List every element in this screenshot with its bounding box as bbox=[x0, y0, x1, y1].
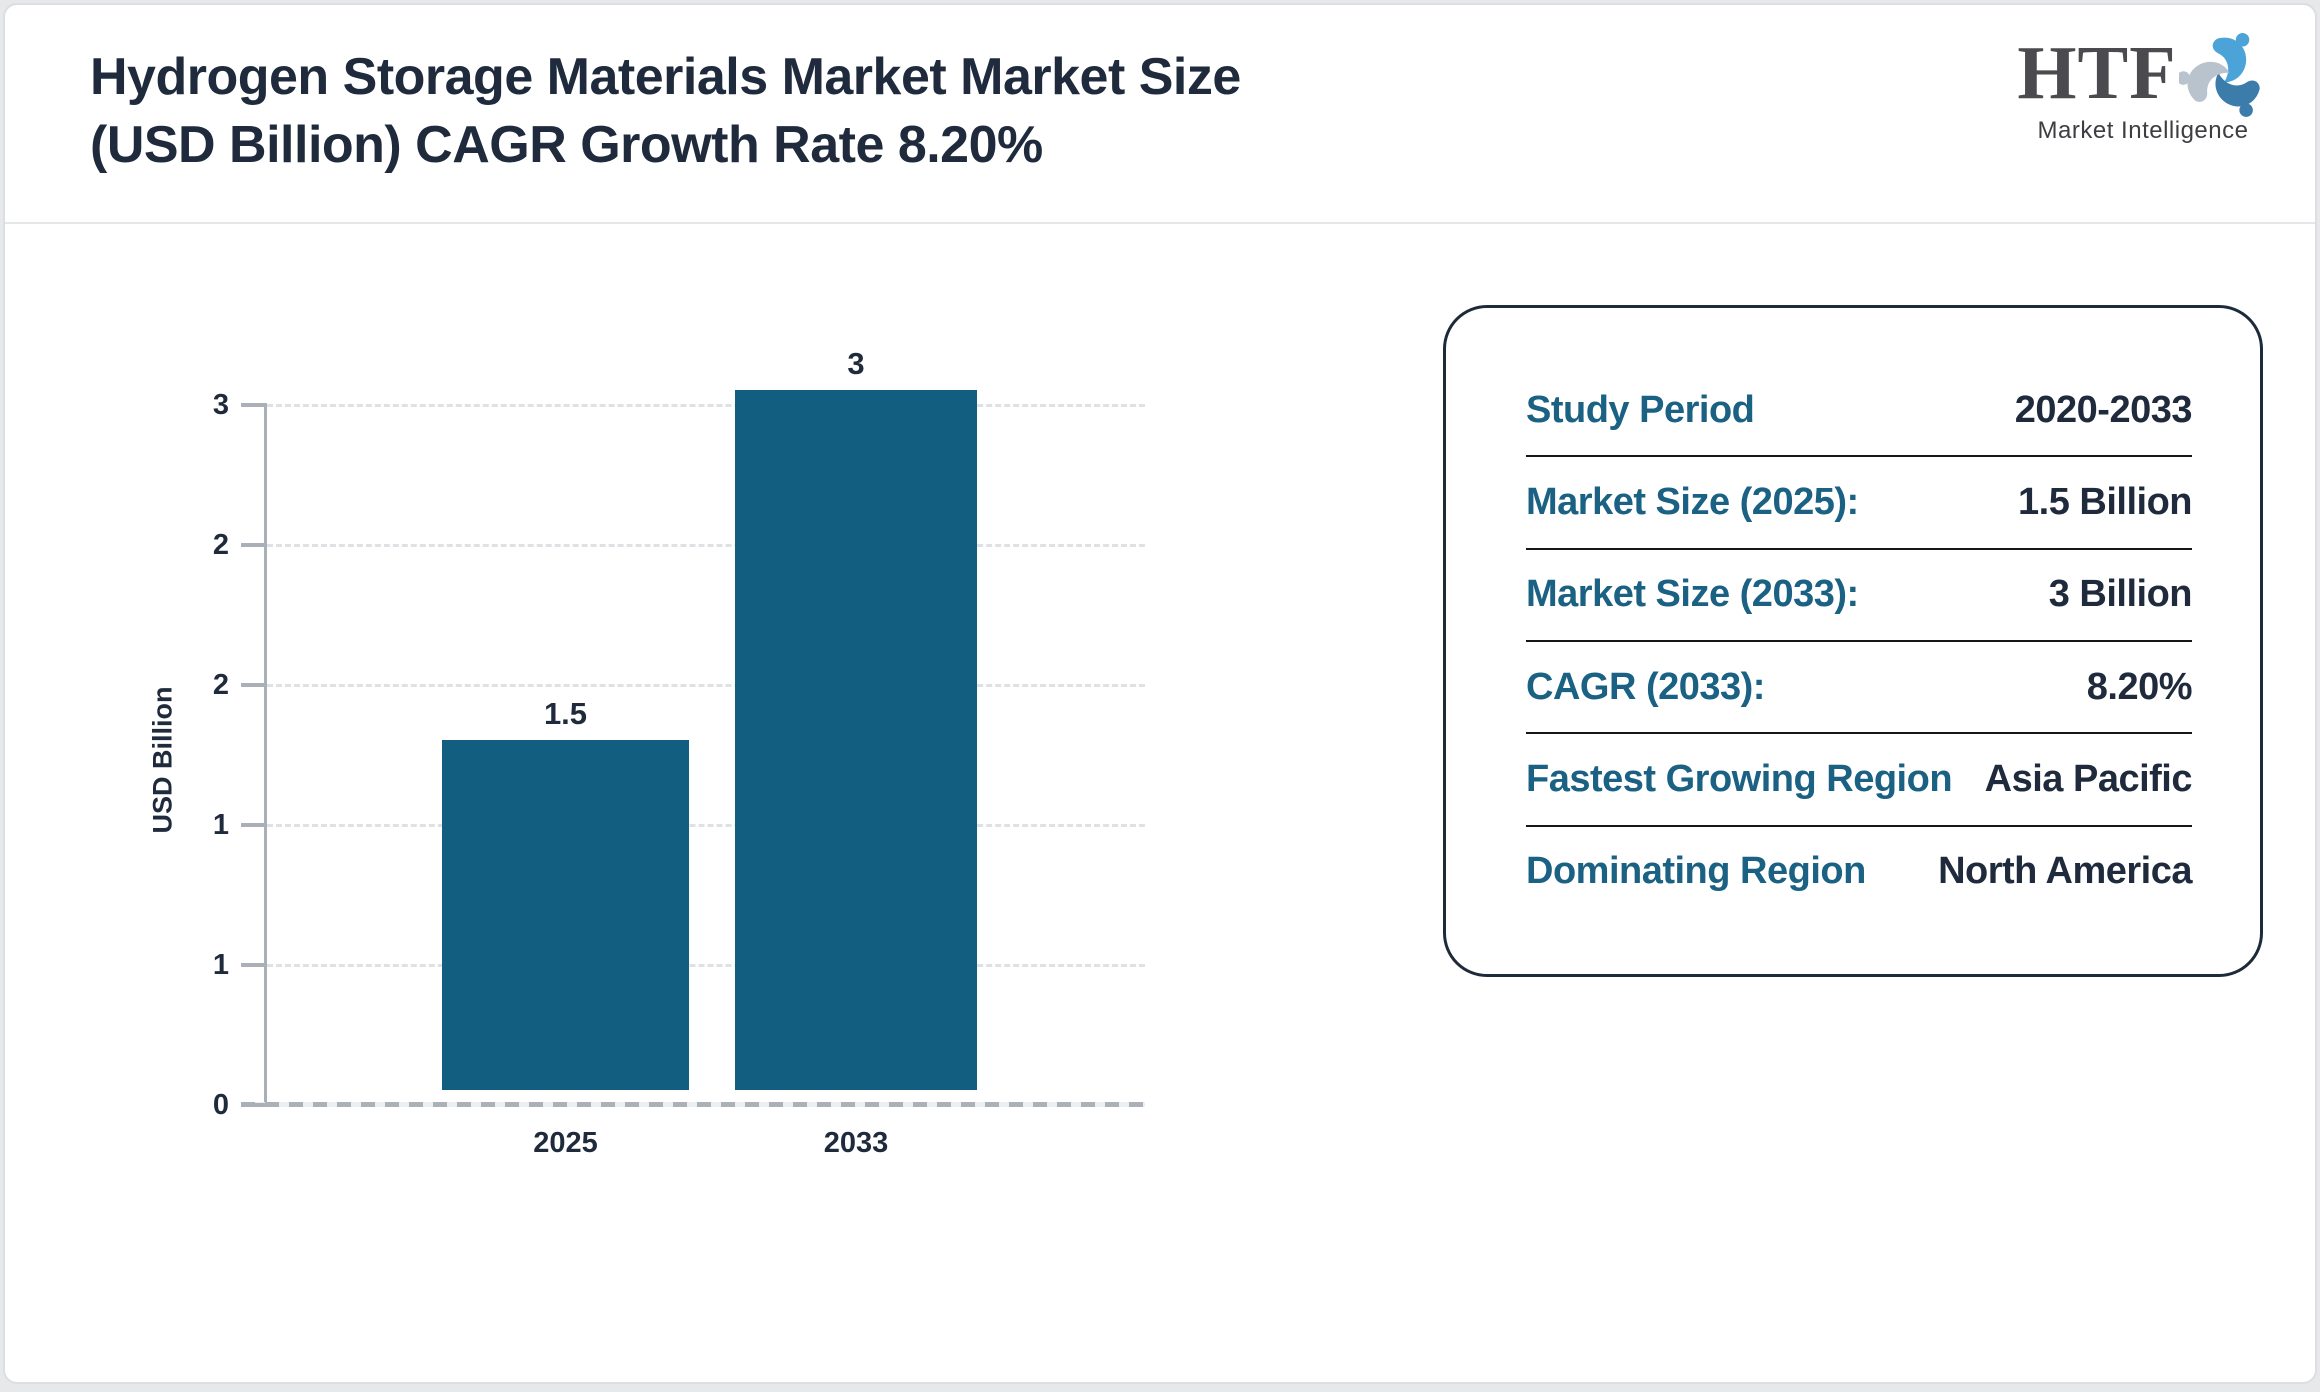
panel-row-label: Market Size (2033): bbox=[1526, 573, 1859, 616]
y-tick-label: 2 bbox=[212, 669, 229, 701]
y-tick-label: 0 bbox=[212, 1089, 229, 1121]
panel-row-label: Market Size (2025): bbox=[1526, 480, 1859, 523]
panel-row-value: Asia Pacific bbox=[1984, 757, 2193, 800]
y-tick bbox=[241, 963, 265, 967]
people-swirl-icon bbox=[2173, 31, 2269, 121]
panel-row-label: Dominating Region bbox=[1526, 850, 1866, 893]
header-divider bbox=[5, 222, 2315, 224]
y-tick-label: 1 bbox=[212, 949, 229, 981]
panel-row-market-size-2033: Market Size (2033): 3 Billion bbox=[1526, 550, 2193, 642]
panel-row-value: 8.20% bbox=[2086, 665, 2193, 708]
panel-row-cagr: CAGR (2033): 8.20% bbox=[1526, 642, 2193, 735]
y-tick bbox=[241, 403, 265, 407]
panel-row-study-period: Study Period 2020-2033 bbox=[1526, 365, 2193, 458]
panel-row-value: 3 Billion bbox=[2048, 573, 2193, 616]
x-axis-line bbox=[241, 1102, 1145, 1107]
page-title-line1: Hydrogen Storage Materials Market Market… bbox=[90, 48, 1241, 106]
y-axis-line bbox=[264, 403, 267, 1107]
bar-group-2033: 3 bbox=[735, 346, 977, 1090]
market-summary-panel: Study Period 2020-2033 Market Size (2025… bbox=[1443, 305, 2263, 977]
panel-row-label: Study Period bbox=[1526, 388, 1755, 431]
gridline bbox=[267, 544, 1145, 547]
panel-row-label: CAGR (2033): bbox=[1526, 665, 1765, 708]
y-tick bbox=[241, 823, 265, 827]
y-tick bbox=[241, 1103, 265, 1107]
panel-row-market-size-2025: Market Size (2025): 1.5 Billion bbox=[1526, 457, 2192, 550]
gridline bbox=[267, 684, 1145, 687]
gridline bbox=[267, 964, 1145, 967]
y-tick bbox=[241, 683, 265, 687]
y-tick-label: 1 bbox=[212, 809, 229, 841]
y-tick-label: 2 bbox=[212, 529, 229, 561]
htf-logo-top: HTF bbox=[2017, 31, 2264, 121]
panel-row-fastest-growing-region: Fastest Growing Region Asia Pacific bbox=[1526, 734, 2193, 827]
bar-2025 bbox=[442, 740, 689, 1090]
panel-row-label: Fastest Growing Region bbox=[1526, 757, 1953, 800]
bar-group-2025: 1.5 bbox=[442, 696, 689, 1090]
report-card: Hydrogen Storage Materials Market Market… bbox=[3, 3, 2317, 1384]
bar-2033 bbox=[735, 390, 977, 1090]
y-tick-label: 3 bbox=[212, 389, 229, 421]
panel-row-value: 2020-2033 bbox=[2014, 388, 2193, 431]
panel-row-dominating-region: Dominating Region North America bbox=[1526, 827, 2192, 917]
bar-value-label: 3 bbox=[847, 346, 865, 381]
page-title-line2: (USD Billion) CAGR Growth Rate 8.20% bbox=[90, 116, 1043, 174]
y-tick bbox=[241, 543, 265, 547]
htf-logo: HTF Market Intellige bbox=[2017, 31, 2264, 145]
htf-logo-acronym: HTF bbox=[2017, 31, 2177, 115]
panel-row-value: 1.5 Billion bbox=[2018, 480, 2192, 523]
x-tick-label-2033: 2033 bbox=[823, 1127, 889, 1159]
gridline bbox=[267, 824, 1145, 827]
bar-value-label: 1.5 bbox=[543, 696, 588, 731]
htf-logo-subtitle: Market Intelligence bbox=[2037, 117, 2249, 144]
page-title: Hydrogen Storage Materials Market Market… bbox=[90, 43, 1241, 179]
x-tick-label-2025: 2025 bbox=[533, 1127, 598, 1159]
panel-row-value: North America bbox=[1938, 850, 2192, 893]
gridline bbox=[267, 404, 1145, 407]
